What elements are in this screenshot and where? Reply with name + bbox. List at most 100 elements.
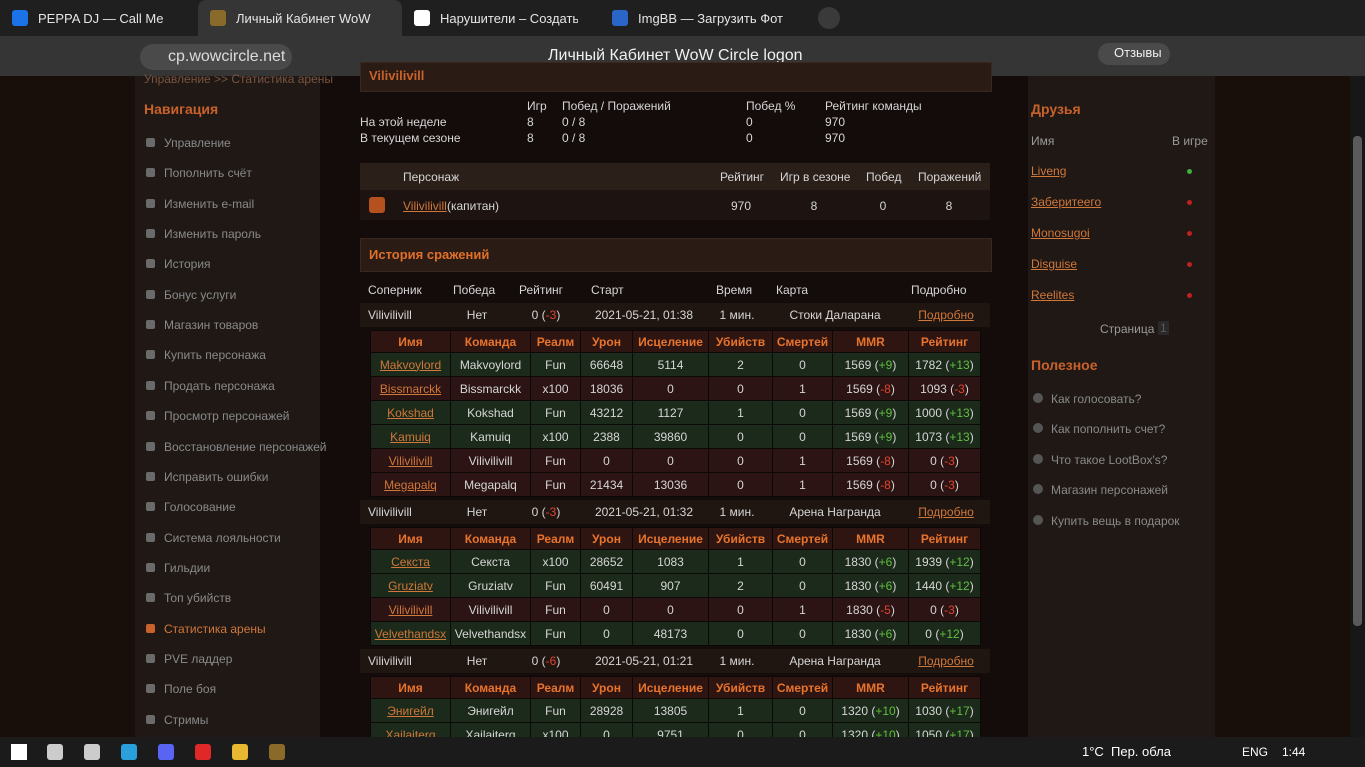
useful-item[interactable]: Купить вещь в подарок	[1051, 513, 1180, 528]
nav-item[interactable]: Пополнить счёт	[164, 166, 252, 181]
match-link[interactable]: Подробно	[918, 505, 974, 519]
player-healing: 48173	[653, 626, 688, 641]
member-name[interactable]: Vilivilivill	[403, 199, 447, 213]
player-name[interactable]: Энигейл	[387, 703, 434, 718]
tab-title[interactable]: Личный Кабинет WoW	[236, 11, 371, 26]
player-row: Bissmarckk Bissmarckk x100 18036 0 0 1 1569 (-8…	[370, 376, 981, 401]
friend-name[interactable]: Заберитеего	[1031, 195, 1102, 209]
player-kills: 0	[737, 626, 744, 641]
change: -3	[944, 602, 955, 617]
team-cell: 8	[527, 115, 534, 129]
useful-item[interactable]: Как пополнить счет?	[1051, 422, 1166, 437]
player-rating: 1030	[915, 703, 942, 718]
nav-icon	[146, 380, 155, 390]
friend-name[interactable]: Monosugoi	[1031, 226, 1090, 240]
player-row: Kokshad Kokshad Fun 43212 1127 1 0 1569 (+9) 100…	[370, 400, 981, 425]
nav-item[interactable]: Исправить ошибки	[164, 469, 269, 484]
tab-title[interactable]: ImgBB — Загрузить Фото	[638, 11, 783, 26]
nav-item[interactable]: Управление	[164, 136, 231, 150]
page-number: 1	[1158, 321, 1169, 335]
player-cell: 2388	[580, 424, 633, 449]
nav-item[interactable]: Стримы	[164, 712, 209, 727]
useful-item[interactable]: Как голосовать?	[1051, 392, 1142, 406]
reviews[interactable]: Отзывы	[1114, 45, 1162, 60]
player-name[interactable]: Gruziatv	[388, 578, 433, 593]
tab-title[interactable]: PEPPA DJ — Call Me	[38, 11, 164, 26]
player-cell: Энигейл	[450, 698, 531, 723]
change: +6	[878, 626, 893, 641]
url[interactable]: cp.wowcircle.net	[168, 48, 286, 65]
change: +10	[875, 727, 896, 738]
team-col-header: Побед / Поражений	[562, 99, 671, 113]
nav-item[interactable]: Голосование	[164, 500, 236, 515]
nav-item[interactable]: Продать персонажа	[164, 378, 275, 393]
player-name[interactable]: Velvethandsx	[374, 626, 447, 641]
player-kills: 1	[737, 703, 744, 718]
player-deaths: 0	[799, 429, 806, 444]
player-mmr: 1830	[844, 626, 872, 641]
player-name[interactable]: Xailaiterq	[385, 727, 436, 738]
player-cell: 0	[580, 597, 633, 622]
nav-icon	[146, 653, 155, 663]
player-name[interactable]: Makvoylord	[379, 357, 442, 372]
nav-item[interactable]: Поле боя	[164, 682, 217, 697]
player-cell: Fun	[530, 448, 581, 473]
new-tab[interactable]	[818, 7, 840, 29]
nav-item[interactable]: Система лояльности	[164, 530, 281, 545]
player-cell: Velvethandsx	[370, 621, 451, 646]
useful-item[interactable]: Магазин персонажей	[1051, 483, 1168, 498]
nav-item[interactable]: Гильдии	[164, 560, 211, 575]
player-row: Vilivilivill Vilivilivill Fun 0 0 0 1 1569 (-8)…	[370, 448, 981, 473]
useful-icon	[1033, 393, 1043, 403]
match-rating: 0 (-3)	[531, 308, 561, 322]
player-cell: 0	[708, 448, 773, 473]
nav-item[interactable]: История	[164, 257, 211, 272]
player-cell: Kamuiq	[370, 424, 451, 449]
player-kills: 1	[737, 554, 744, 569]
team-col-header: Рейтинг команды	[825, 99, 922, 113]
nav-item[interactable]: Топ убийств	[164, 591, 232, 606]
nav-item[interactable]: Магазин товаров	[164, 318, 259, 333]
player-cell: 0 (-3)	[908, 448, 981, 473]
clock: 1:44	[1282, 745, 1306, 759]
nav-item[interactable]: Изменить пароль	[164, 227, 261, 242]
players-col-header: Реалм	[530, 330, 581, 353]
nav-item[interactable]: Просмотр персонажей	[164, 409, 290, 424]
player-name[interactable]: Megapalq	[384, 477, 437, 492]
match-start: 2021-05-21, 01:32	[594, 505, 694, 519]
member-role: (капитан)	[447, 199, 500, 213]
player-name[interactable]: Vilivilivill	[388, 602, 433, 617]
match-link[interactable]: Подробно	[918, 654, 974, 668]
match-link[interactable]: Подробно	[918, 308, 974, 322]
nav-item[interactable]: PVE ладдер	[164, 651, 233, 666]
nav-item[interactable]: Бонус услуги	[164, 287, 237, 302]
player-kills: 0	[737, 602, 744, 617]
player-name[interactable]: Kamuiq	[390, 429, 431, 444]
friend-name[interactable]: Disguise	[1031, 257, 1078, 271]
history-col-header: Соперник	[368, 283, 422, 297]
player-team: Makvoylord	[459, 357, 522, 372]
player-cell: 1440 (+12)	[908, 573, 981, 598]
player-cell: 1830 (+6)	[832, 621, 909, 646]
player-cell: x100	[530, 424, 581, 449]
tab-title[interactable]: Нарушители – Создать нс	[440, 11, 578, 26]
players-col-header: MMR	[832, 330, 909, 353]
team-cell: 970	[825, 115, 846, 129]
online-dot	[1187, 231, 1192, 236]
player-row: Энигейл Энигейл Fun 28928 13805 1 0 1320 (+10) 1…	[370, 698, 981, 723]
nav-item[interactable]: Восстановление персонажей	[164, 439, 327, 454]
nav-item[interactable]: Изменить e-mail	[164, 196, 255, 211]
player-name[interactable]: Секста	[391, 554, 430, 569]
player-name[interactable]: Kokshad	[387, 405, 434, 420]
player-name[interactable]: Bissmarckk	[379, 381, 442, 396]
friend-name[interactable]: Liveng	[1031, 164, 1067, 178]
player-name[interactable]: Vilivilivill	[388, 453, 433, 468]
player-mmr: 1830	[846, 602, 873, 617]
player-rating: 0	[925, 626, 932, 641]
useful-item[interactable]: Что такое LootBox's?	[1051, 452, 1168, 467]
friend-name[interactable]: Reelites	[1031, 288, 1075, 302]
players-col-header: MMR	[832, 676, 909, 699]
nav-item[interactable]: Купить персонажа	[164, 348, 266, 363]
nav-item[interactable]: Статистика арены	[164, 621, 266, 636]
tab-icon	[612, 10, 628, 26]
